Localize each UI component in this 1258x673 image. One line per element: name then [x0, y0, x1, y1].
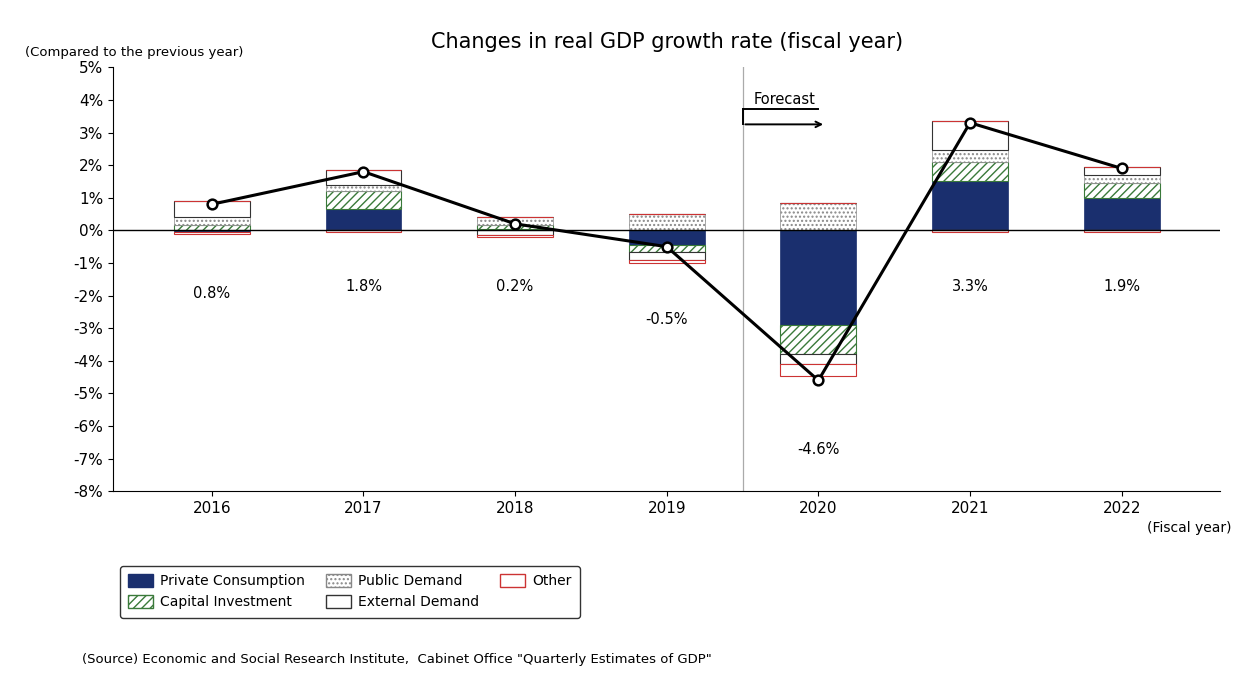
Bar	[932, 151, 1008, 162]
Bar	[1084, 230, 1160, 232]
Text: (Source) Economic and Social Research Institute,  Cabinet Office "Quarterly Esti: (Source) Economic and Social Research In…	[82, 653, 712, 666]
Bar	[629, 260, 704, 263]
Text: 0.8%: 0.8%	[194, 286, 230, 301]
Text: 0.2%: 0.2%	[497, 279, 533, 294]
Bar	[174, 230, 249, 232]
Bar	[629, 230, 704, 245]
Bar	[780, 364, 857, 376]
Bar	[174, 217, 249, 225]
Bar	[780, 325, 857, 354]
Bar	[326, 170, 401, 184]
Bar	[174, 232, 249, 234]
Bar	[932, 182, 1008, 230]
Bar	[932, 162, 1008, 182]
Bar	[629, 214, 704, 230]
Text: (Fiscal year): (Fiscal year)	[1147, 521, 1232, 535]
Bar	[477, 229, 554, 230]
Text: -4.6%: -4.6%	[798, 442, 839, 458]
Bar	[629, 245, 704, 252]
Bar	[1084, 198, 1160, 230]
Bar	[1084, 175, 1160, 183]
Bar	[1084, 167, 1160, 175]
Legend: Private Consumption, Capital Investment, Public Demand, External Demand, Other: Private Consumption, Capital Investment,…	[121, 566, 580, 618]
Bar	[477, 225, 554, 229]
Bar	[477, 236, 554, 237]
Title: Changes in real GDP growth rate (fiscal year): Changes in real GDP growth rate (fiscal …	[430, 32, 903, 52]
Bar	[780, 203, 857, 230]
Bar	[326, 184, 401, 191]
Bar	[1084, 183, 1160, 198]
Bar	[932, 230, 1008, 232]
Text: Forecast: Forecast	[754, 92, 815, 107]
Bar	[477, 217, 554, 225]
Bar	[932, 121, 1008, 151]
Text: 1.9%: 1.9%	[1103, 279, 1140, 294]
Bar	[174, 225, 249, 230]
Bar	[326, 230, 401, 232]
Bar	[629, 252, 704, 260]
Bar	[326, 191, 401, 209]
Bar	[174, 201, 249, 217]
Text: -0.5%: -0.5%	[645, 312, 688, 327]
Text: 3.3%: 3.3%	[951, 279, 989, 294]
Text: (Compared to the previous year): (Compared to the previous year)	[25, 46, 243, 59]
Bar	[780, 230, 857, 325]
Bar	[780, 354, 857, 364]
Bar	[326, 209, 401, 230]
Bar	[477, 230, 554, 236]
Text: 1.8%: 1.8%	[345, 279, 382, 294]
